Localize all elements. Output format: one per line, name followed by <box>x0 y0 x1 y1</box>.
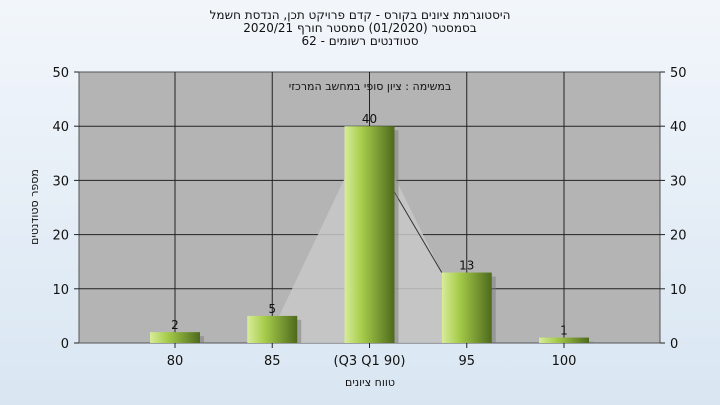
x-tick-label: 80 <box>167 354 184 369</box>
bar <box>441 272 492 343</box>
bar-value-label: 40 <box>362 112 377 126</box>
chart-title-block: היסטוגרמת ציונים בקורס - קדם פרויקט תכן,… <box>0 9 720 48</box>
y-tick-label: 20 <box>52 229 69 244</box>
bar-value-label: 5 <box>268 302 276 316</box>
y-tick-label-right: 0 <box>670 337 678 352</box>
y-tick-label: 40 <box>52 120 69 135</box>
bar-value-label: 13 <box>459 259 474 273</box>
chart-title-line-3: סטודנטים רשומים - 62 <box>301 34 419 48</box>
bar <box>539 337 589 343</box>
x-tick-label: 100 <box>552 354 577 369</box>
y-tick-label-right: 30 <box>670 174 687 189</box>
chart-title-line-1: היסטוגרמת ציונים בקורס - קדם פרויקט תכן,… <box>209 8 511 22</box>
y-tick-label-right: 20 <box>670 229 687 244</box>
x-tick-label: 95 <box>458 354 475 369</box>
chart-subtitle: במשימה : ציון סופי במחשב המרכזי <box>289 80 452 93</box>
y-tick-label: 50 <box>52 66 69 81</box>
axes: 0 0 10 10 20 20 30 30 40 40 50 50 80 85 (Q3 Q1 90) 95 10… <box>52 66 686 369</box>
y-tick-label: 10 <box>52 283 69 298</box>
bar-value-label: 2 <box>171 318 179 332</box>
chart-title-line-2: בסמסטר (01/2020) סמסטר חורף 2020/21 <box>243 21 477 35</box>
bar <box>344 126 395 343</box>
y-tick-label-right: 40 <box>670 120 687 135</box>
y-tick-label: 0 <box>61 337 69 352</box>
y-tick-label: 30 <box>52 174 69 189</box>
bar-value-label: 1 <box>560 324 568 338</box>
y-tick-label-right: 10 <box>670 283 687 298</box>
x-tick-label: (Q3 Q1 90) <box>334 354 406 369</box>
x-axis-label: טווח ציונים <box>345 376 395 389</box>
bar <box>247 315 298 343</box>
bars: 2 5 40 13 1 <box>150 112 593 343</box>
bar <box>150 332 200 343</box>
x-tick-label: 85 <box>264 354 281 369</box>
y-axis-label: מספר סטודנטים <box>28 169 41 245</box>
y-tick-label-right: 50 <box>670 66 687 81</box>
